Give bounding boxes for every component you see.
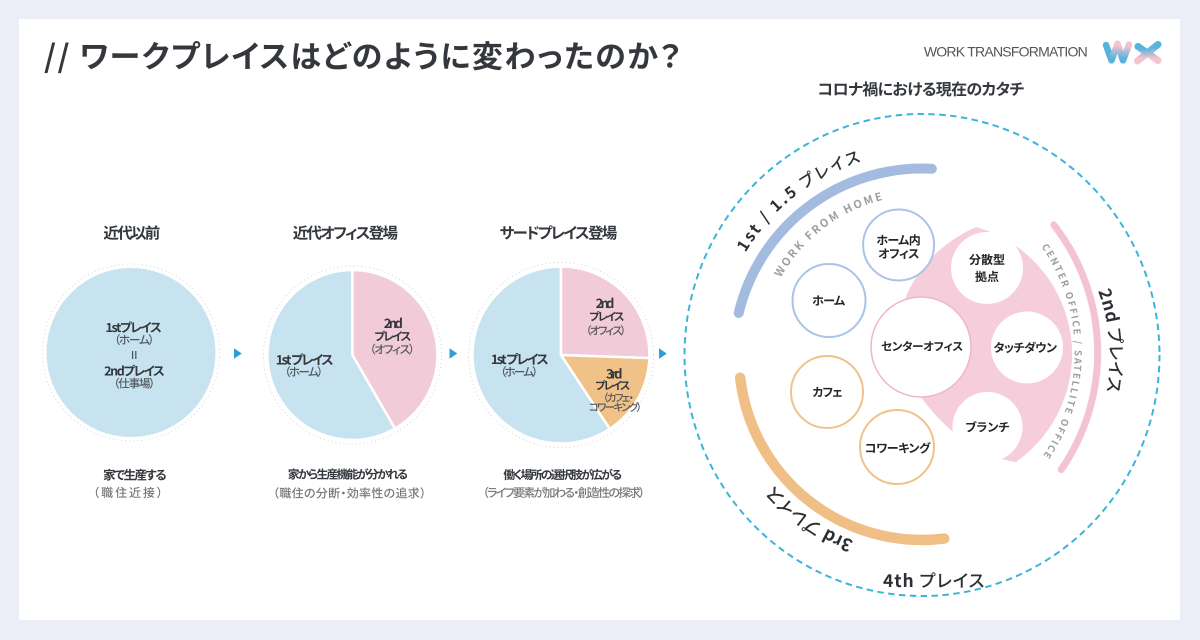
svg-text:タッチダウン: タッチダウン — [993, 339, 1057, 356]
svg-text:コワーキング: コワーキング — [865, 440, 931, 457]
svg-text:（カフェ・: （カフェ・ — [603, 391, 633, 406]
svg-text:カフェ: カフェ — [812, 384, 842, 401]
svg-text:センターオフィス: センターオフィス — [881, 339, 963, 355]
svg-text:（オフィス）: （オフィス） — [370, 342, 414, 358]
svg-text:2nd: 2nd — [384, 313, 403, 332]
svg-text:WORK TRANSFORMATION: WORK TRANSFORMATION — [924, 44, 1087, 60]
svg-text:プレイス: プレイス — [595, 378, 630, 394]
svg-text:ブランチ: ブランチ — [965, 419, 1010, 436]
svg-text:（オフィス）: （オフィス） — [586, 322, 624, 338]
svg-text:（ホーム）: （ホーム） — [285, 364, 322, 380]
svg-text:家から生産機能が分かれる: 家から生産機能が分かれる — [288, 466, 408, 483]
svg-text:（ライフ要素が加わる・創造性の探求）: （ライフ要素が加わる・創造性の探求） — [483, 484, 644, 501]
svg-text:近代以前: 近代以前 — [103, 222, 159, 244]
svg-text:// ワークプレイスはどのように変わったのか？: // ワークプレイスはどのように変わったのか？ — [44, 32, 683, 77]
svg-text:2nd: 2nd — [596, 293, 614, 312]
svg-text:1st プレイス: 1st プレイス — [276, 350, 333, 369]
svg-text:1st プレイス: 1st プレイス — [491, 349, 548, 368]
svg-text:2ndプレイス: 2ndプレイス — [104, 361, 164, 380]
svg-text:プレイス: プレイス — [589, 309, 624, 325]
svg-text:（職住の分断・効率性の追求）: （職住の分断・効率性の追求） — [273, 484, 426, 501]
svg-text:（仕事場）: （仕事場） — [114, 375, 154, 391]
svg-text:ホーム内: ホーム内 — [876, 232, 920, 249]
svg-text:オフィス: オフィス — [878, 245, 920, 262]
svg-text:（ホーム）: （ホーム） — [114, 332, 153, 348]
svg-text:サードプレイス登場: サードプレイス登場 — [500, 222, 618, 244]
svg-text:コワーキング）: コワーキング） — [589, 400, 640, 415]
svg-text:コロナ禍における現在のカタチ: コロナ禍における現在のカタチ — [818, 76, 1024, 100]
svg-text:ホーム: ホーム — [812, 292, 846, 309]
svg-text:4th プレイス: 4th プレイス — [883, 568, 985, 593]
svg-text:（職住近接）: （職住近接） — [93, 484, 165, 501]
svg-text:プレイス: プレイス — [374, 328, 411, 344]
svg-text:家で生産する: 家で生産する — [103, 465, 166, 484]
svg-text:近代オフィス登場: 近代オフィス登場 — [293, 222, 399, 244]
svg-text:分散型: 分散型 — [969, 251, 1005, 268]
svg-text:拠点: 拠点 — [975, 268, 999, 285]
svg-text:1stプレイス: 1stプレイス — [106, 317, 162, 336]
svg-text:（ホーム）: （ホーム） — [500, 364, 536, 380]
svg-text:3rd: 3rd — [606, 364, 622, 383]
svg-text:働く場所の選択肢が広がる: 働く場所の選択肢が広がる — [503, 466, 621, 483]
